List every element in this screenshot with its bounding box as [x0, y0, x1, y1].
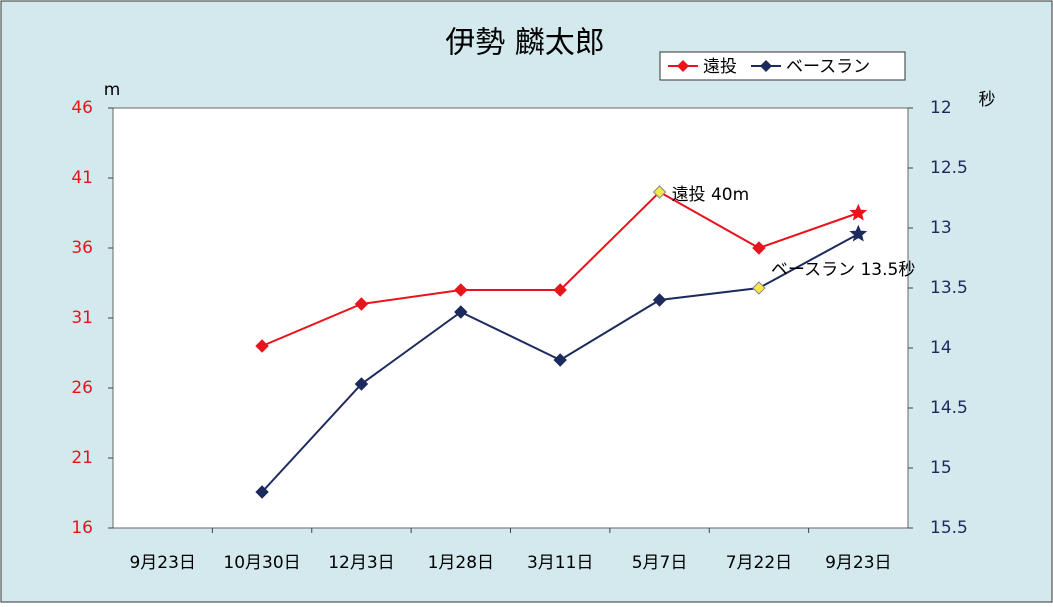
y-tick-label: 26: [71, 378, 93, 398]
x-tick-label: 9月23日: [825, 553, 891, 573]
x-tick-label: 12月3日: [328, 553, 394, 573]
x-tick-label: 5月7日: [632, 553, 688, 573]
y-tick-label: 21: [71, 448, 93, 468]
y2-tick-label: 14.5: [930, 398, 968, 418]
series-marker: [454, 283, 468, 297]
legend-label: ベースラン: [786, 57, 870, 77]
series-marker: [255, 339, 269, 353]
series-marker: [553, 353, 567, 367]
annotation: 遠投 40m: [672, 185, 750, 205]
y-axis-label: m: [104, 80, 121, 100]
y2-tick-label: 15.5: [930, 518, 968, 538]
x-tick-label: 9月23日: [129, 553, 195, 573]
x-tick-label: 1月28日: [428, 553, 494, 573]
series-marker: [354, 377, 369, 391]
y2-tick-label: 13: [930, 218, 952, 238]
series-marker: [849, 203, 868, 221]
y2-tick-label: 13.5: [930, 278, 968, 298]
y-tick-label: 16: [71, 518, 93, 538]
legend-box: [659, 51, 906, 81]
legend-marker: [677, 60, 689, 72]
series-marker: [652, 293, 667, 307]
series-marker: [354, 297, 369, 311]
legend-marker: [760, 60, 772, 72]
y2-tick-label: 12.5: [930, 158, 968, 178]
y2-tick-label: 15: [930, 458, 952, 478]
y2-axis-label: 秒: [979, 90, 996, 110]
series-marker: [752, 281, 766, 295]
y-tick-label: 36: [71, 238, 93, 258]
series-marker: [652, 185, 667, 199]
series-marker: [255, 485, 269, 499]
series-marker: [553, 283, 567, 297]
x-tick-label: 3月11日: [527, 553, 593, 573]
legend-label: 遠投: [703, 57, 737, 77]
y2-tick-label: 14: [930, 338, 952, 358]
y-tick-label: 46: [71, 98, 93, 118]
y-tick-label: 41: [71, 168, 93, 188]
x-tick-label: 10月30日: [223, 553, 300, 573]
plot-area: [112, 107, 909, 529]
y-tick-label: 31: [71, 308, 93, 328]
series-marker: [454, 305, 468, 319]
chart-title: 伊勢 麟太郎: [445, 26, 605, 61]
x-tick-label: 7月22日: [726, 553, 792, 573]
y2-tick-label: 12: [930, 98, 952, 118]
annotation: ベースラン 13.5秒: [771, 260, 915, 280]
series-marker: [849, 224, 868, 242]
series-marker: [752, 241, 766, 255]
